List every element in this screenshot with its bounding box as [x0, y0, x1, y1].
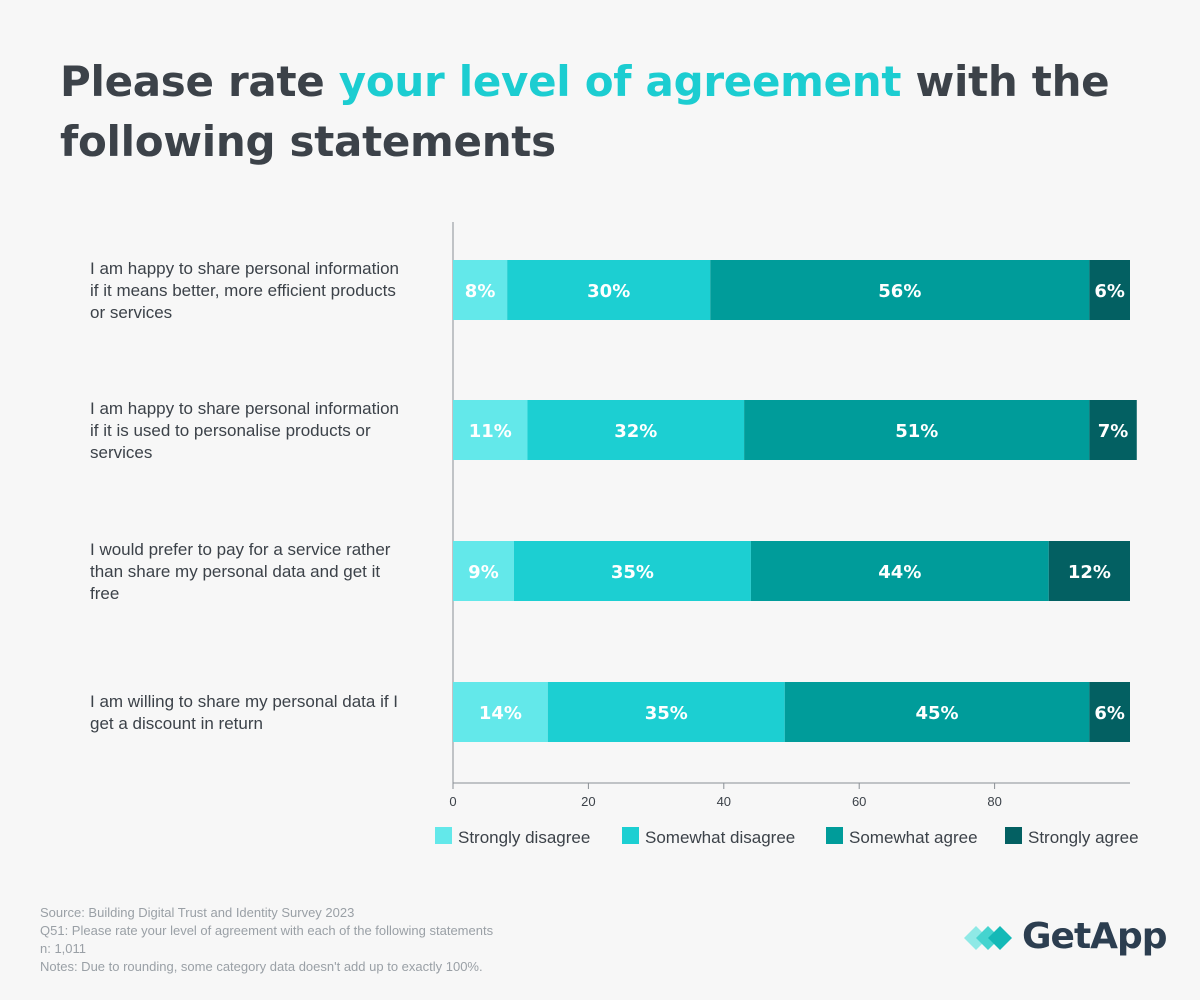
- legend-label: Somewhat disagree: [645, 828, 795, 847]
- value-label: 7%: [1098, 421, 1129, 442]
- category-label: I would prefer to pay for a service rath…: [90, 540, 391, 559]
- value-label: 45%: [916, 703, 959, 724]
- title-part-1: Please rate: [60, 57, 339, 106]
- value-label: 51%: [895, 421, 938, 442]
- bar-segment: [513, 541, 751, 601]
- bar-segment: [710, 260, 1090, 320]
- value-label: 32%: [614, 421, 657, 442]
- title-part-2: with the following statements: [60, 57, 1110, 166]
- getapp-logo: GetApp: [962, 916, 1172, 964]
- value-label: 44%: [878, 562, 921, 583]
- rounding-note: Notes: Due to rounding, some category da…: [40, 959, 483, 974]
- bar-segment: [453, 260, 508, 320]
- legend-swatch: [622, 827, 639, 844]
- value-label: 35%: [645, 703, 688, 724]
- value-label: 8%: [465, 281, 496, 302]
- value-label: 30%: [587, 281, 630, 302]
- category-label: I am willing to share my personal data i…: [90, 692, 398, 711]
- legend-label: Somewhat agree: [849, 828, 978, 847]
- bar-segment: [453, 682, 548, 742]
- bar-segment: [1048, 541, 1130, 601]
- x-tick-label: 80: [987, 794, 1001, 809]
- bar-segment: [744, 400, 1090, 460]
- bar-segment: [784, 682, 1090, 742]
- bar-segment: [1089, 682, 1130, 742]
- title-accent: your level of agreement: [338, 57, 902, 106]
- bar-segment: [507, 260, 711, 320]
- chart-footer: Source: Building Digital Trust and Ident…: [40, 904, 493, 976]
- legend-swatch: [435, 827, 452, 844]
- value-label: 35%: [611, 562, 654, 583]
- category-label: or services: [90, 303, 172, 322]
- category-label: get a discount in return: [90, 714, 263, 733]
- x-tick-label: 40: [717, 794, 731, 809]
- value-label: 11%: [469, 421, 512, 442]
- category-label: if it is used to personalise products or: [90, 421, 371, 440]
- bar-segment: [527, 400, 745, 460]
- bar-segment: [750, 541, 1049, 601]
- chart-title: Please rate your level of agreement with…: [60, 52, 1160, 172]
- stacked-bar-chart: 0 20 40 60 80 I am happy to share personal in…: [90, 222, 1139, 847]
- category-label: free: [90, 584, 119, 603]
- legend-swatch: [826, 827, 843, 844]
- bar-segment: [1089, 260, 1130, 320]
- source-note: Source: Building Digital Trust and Ident…: [40, 905, 355, 920]
- bar-segment: [547, 682, 785, 742]
- legend-label: Strongly agree: [1028, 828, 1139, 847]
- bar-segment: [1089, 400, 1137, 460]
- x-tick-label: 0: [449, 794, 456, 809]
- question-note: Q51: Please rate your level of agreement…: [40, 923, 494, 938]
- value-label: 9%: [468, 562, 499, 583]
- value-label: 6%: [1094, 703, 1125, 724]
- value-label: 6%: [1094, 281, 1125, 302]
- value-label: 12%: [1068, 562, 1111, 583]
- value-label: 56%: [878, 281, 921, 302]
- legend-swatch: [1005, 827, 1022, 844]
- getapp-logo-text: GetApp: [1022, 916, 1168, 957]
- bar-segment: [453, 400, 528, 460]
- x-tick-label: 60: [852, 794, 866, 809]
- category-label: than share my personal data and get it: [90, 562, 380, 581]
- x-tick-label: 20: [581, 794, 595, 809]
- legend-label: Strongly disagree: [458, 828, 590, 847]
- category-label: I am happy to share personal information: [90, 399, 399, 418]
- sample-size-note: n: 1,011: [40, 941, 87, 956]
- bar-segment: [453, 541, 514, 601]
- category-label: if it means better, more efficient produ…: [90, 281, 396, 300]
- getapp-chevrons-icon: [964, 926, 1012, 950]
- category-label: services: [90, 443, 152, 462]
- value-label: 14%: [479, 703, 522, 724]
- category-label: I am happy to share personal information: [90, 259, 399, 278]
